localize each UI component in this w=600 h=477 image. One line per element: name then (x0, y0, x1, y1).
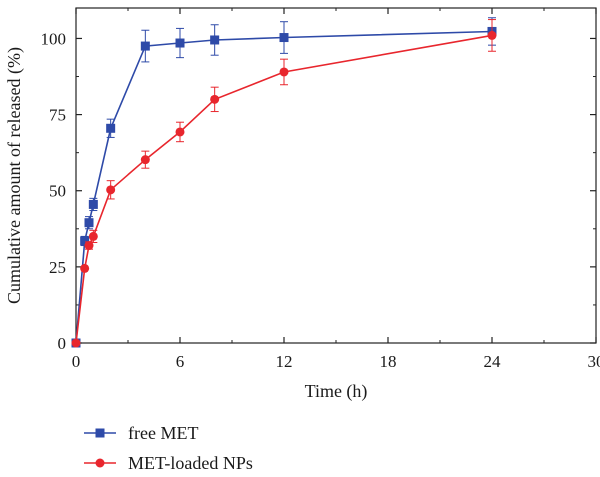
x-axis-title: Time (h) (305, 381, 368, 402)
data-point (175, 38, 185, 48)
data-point (84, 218, 94, 228)
x-tick-label: 12 (276, 352, 293, 371)
y-axis-title: Cumulative amount of released (%) (4, 47, 25, 304)
x-tick-label: 0 (72, 352, 81, 371)
data-point (80, 236, 90, 246)
y-tick-label: 75 (49, 106, 66, 125)
y-axis-ticks: 0 25 50 75 100 (41, 29, 596, 353)
legend-marker-free-met (95, 428, 105, 438)
x-tick-label: 18 (380, 352, 397, 371)
y-tick-label: 50 (49, 182, 66, 201)
legend: free MET MET-loaded NPs (84, 423, 253, 473)
data-point (140, 41, 150, 51)
data-point (84, 241, 94, 251)
data-point (88, 199, 98, 209)
data-point (71, 338, 81, 348)
y-tick-label: 100 (41, 29, 67, 48)
series-line-free-met (75, 30, 493, 344)
data-point (210, 35, 220, 45)
data-point (175, 127, 185, 137)
data-point (88, 231, 98, 241)
plot-frame (75, 7, 597, 344)
y-tick-label: 25 (49, 258, 66, 277)
legend-label-met-loaded-nps: MET-loaded NPs (128, 453, 253, 473)
data-point (279, 33, 289, 43)
series-layer (71, 17, 497, 348)
legend-label-free-met: free MET (128, 423, 198, 443)
y-tick-label: 0 (58, 334, 67, 353)
legend-item-free-met: free MET (84, 423, 198, 443)
x-axis-ticks: 0 6 12 18 24 30 (72, 8, 600, 371)
data-point (106, 185, 116, 195)
x-tick-label: 30 (588, 352, 600, 371)
legend-marker-met-loaded-nps (95, 458, 105, 468)
data-point (80, 263, 90, 273)
series-line-met-loaded-nps (75, 34, 493, 344)
legend-item-met-loaded-nps: MET-loaded NPs (84, 453, 253, 473)
series-met-loaded-nps (71, 19, 497, 348)
data-point (487, 30, 497, 40)
data-point (106, 123, 116, 133)
x-tick-label: 24 (484, 352, 502, 371)
data-point (279, 67, 289, 77)
plot-border (75, 7, 597, 344)
x-tick-label: 6 (176, 352, 185, 371)
data-point (140, 155, 150, 165)
data-point (210, 94, 220, 104)
